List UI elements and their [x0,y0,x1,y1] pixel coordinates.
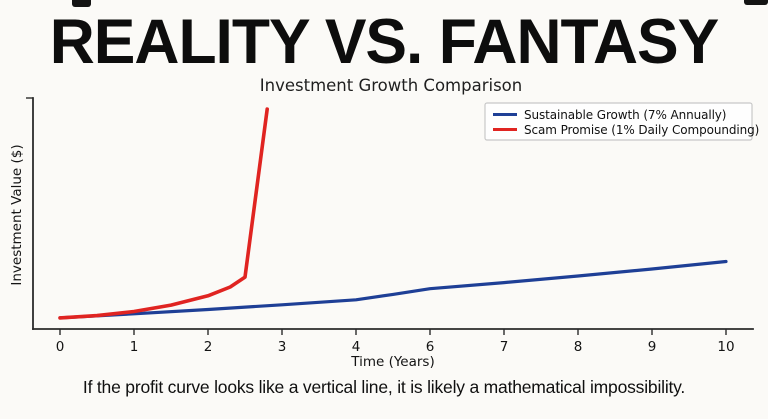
legend-label: Scam Promise (1% Daily Compounding) [524,123,759,137]
legend-label: Sustainable Growth (7% Annually) [524,108,726,122]
x-tick-label: 0 [56,339,65,355]
x-tick-label: 9 [648,339,657,355]
legend-box [484,102,753,141]
series-line-scam-promise [58,107,269,320]
axes [26,97,754,330]
x-tick-label: 4 [352,339,361,355]
main-title: REALITY VS. FANTASY [49,7,720,77]
cropped-artifact-left [72,0,91,7]
caption: If the profit curve looks like a vertica… [82,377,686,397]
legend: Sustainable Growth (7% Annually)Scam Pro… [484,102,759,141]
y-axis-label: Investment Value ($) [9,144,25,285]
x-tick-label: 7 [500,339,509,355]
x-tick-label: 3 [278,339,287,355]
series-line-sustainable-growth [58,259,728,320]
x-tick-label: 8 [574,339,583,355]
x-tick-label: 10 [717,339,734,355]
x-axis-ticks: 0 1 2 3 4 6 7 8 9 10 [56,329,735,355]
plot-lines [58,107,728,320]
cropped-artifact-right [744,0,768,5]
x-tick-label: 1 [130,339,139,355]
x-tick-label: 6 [426,339,435,355]
x-tick-label: 2 [204,339,213,355]
x-axis-label: Time (Years) [350,354,434,370]
chart-title: Investment Growth Comparison [260,76,522,95]
